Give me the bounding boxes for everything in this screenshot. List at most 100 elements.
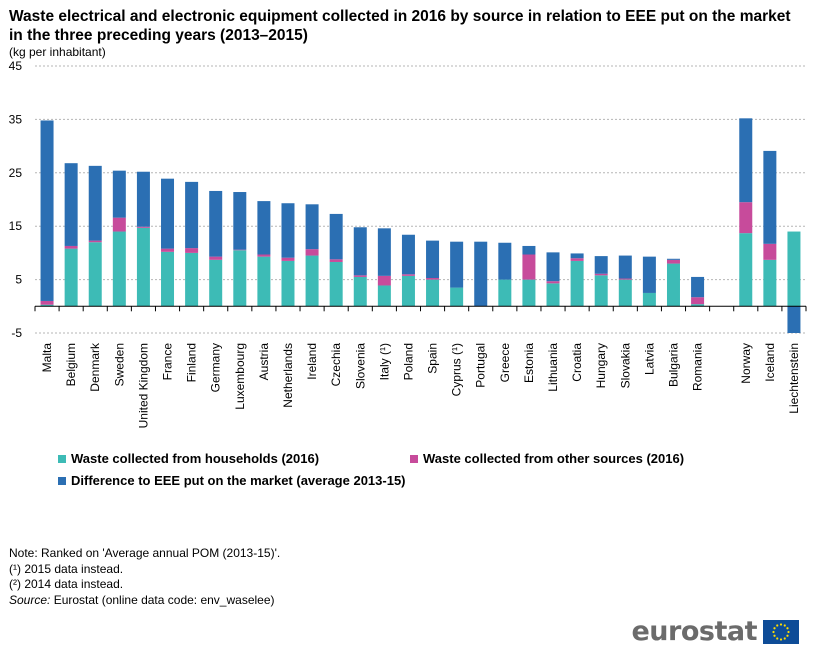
bar-segment	[450, 241, 464, 288]
x-tick-label: Liechtenstein	[787, 343, 801, 414]
bar-segment	[161, 248, 175, 252]
bar-segment	[666, 263, 680, 307]
x-tick-label: Bulgaria	[666, 343, 680, 387]
x-tick-label: Poland	[401, 343, 415, 380]
bar-segment	[88, 242, 102, 307]
x-tick-label: Iceland	[763, 343, 777, 382]
x-tick-label: Lithuania	[546, 343, 560, 392]
bar-segment	[353, 276, 367, 307]
bar-segment	[209, 259, 223, 307]
bar-segment	[112, 170, 126, 218]
bar-segment	[185, 181, 199, 249]
x-tick-label: Belgium	[64, 343, 78, 386]
x-tick-label: Romania	[691, 343, 705, 391]
y-tick-label: 35	[9, 112, 23, 126]
bar-segment	[763, 150, 777, 244]
bar-segment	[257, 201, 271, 255]
bar-segment	[329, 261, 343, 307]
bar-segment	[787, 306, 801, 333]
bar-segment	[161, 178, 175, 249]
x-tick-label: Italy (¹)	[377, 343, 391, 380]
bar-segment	[426, 240, 440, 278]
legend-item-other-sources: Waste collected from other sources (2016…	[410, 451, 684, 466]
bar-segment	[64, 163, 78, 246]
bar-segment	[739, 233, 753, 307]
bar-segment	[64, 245, 78, 249]
x-tick-label: Denmark	[88, 342, 102, 392]
bar-segment	[161, 251, 175, 307]
bar-segment	[281, 257, 295, 261]
bar-segment	[570, 258, 584, 261]
x-tick-label: United Kingdom	[136, 343, 150, 428]
y-tick-label: 25	[9, 166, 23, 180]
note-source: Source: Eurostat (online data code: env_…	[9, 593, 280, 609]
x-tick-label: Hungary	[594, 343, 608, 388]
legend-label-difference: Difference to EEE put on the market (ave…	[71, 473, 406, 488]
x-tick-label: Luxembourg	[233, 343, 247, 410]
bar-segment	[739, 202, 753, 234]
x-tick-label: Sweden	[112, 343, 126, 386]
bar-segment	[546, 252, 560, 282]
x-tick-label: Croatia	[570, 343, 584, 382]
bar-segment	[281, 260, 295, 307]
bar-segment	[546, 281, 560, 284]
bar-segment	[353, 227, 367, 276]
x-tick-label: Estonia	[522, 343, 536, 383]
bar-segment	[281, 203, 295, 258]
bar-segment	[233, 249, 247, 251]
bar-segment	[112, 217, 126, 232]
bar-segment	[570, 253, 584, 259]
bar-segment	[112, 231, 126, 307]
bar-segment	[40, 304, 54, 307]
bar-segment	[377, 275, 391, 286]
bar-segment	[691, 304, 705, 307]
bar-segment	[353, 275, 367, 277]
chart-subtitle: (kg per inhabitant)	[9, 45, 106, 59]
bar-segment	[257, 256, 271, 307]
bar-segment	[474, 241, 488, 307]
bar-segment	[691, 297, 705, 305]
bar-segment	[618, 279, 632, 307]
bar-segment	[377, 285, 391, 307]
chart-notes: Note: Ranked on 'Average annual POM (201…	[9, 546, 280, 608]
legend-swatch-households	[58, 454, 66, 463]
x-tick-label: Portugal	[474, 343, 488, 388]
bar-segment	[522, 245, 536, 255]
note-2015-data: (¹) 2015 data instead.	[9, 561, 124, 576]
bar-segment	[570, 260, 584, 307]
bar-segment	[426, 279, 440, 307]
bar-segment	[401, 274, 415, 276]
legend-item-difference: Difference to EEE put on the market (ave…	[58, 473, 406, 488]
x-tick-label: Finland	[185, 343, 199, 382]
bar-segment	[64, 248, 78, 307]
bar-segment	[401, 275, 415, 307]
source-text: Eurostat (online data code: env_waselee)	[50, 592, 275, 607]
y-tick-label: 5	[15, 273, 22, 287]
bar-segment	[329, 259, 343, 262]
legend-swatch-other-sources	[410, 454, 418, 463]
bar-segment	[522, 279, 536, 307]
legend-label-other-sources: Waste collected from other sources (2016…	[423, 451, 685, 466]
x-tick-label: Slovenia	[353, 343, 367, 389]
bar-segment	[522, 254, 536, 280]
bar-segment	[450, 287, 464, 307]
bar-segment	[594, 273, 608, 276]
y-tick-label: 15	[9, 219, 23, 233]
bar-segment	[88, 165, 102, 241]
bar-segment	[136, 171, 150, 227]
note-2014-data: (²) 2014 data instead.	[9, 577, 124, 591]
bar-segment	[618, 278, 632, 280]
bar-segment	[377, 228, 391, 276]
eurostat-logo[interactable]: eurostat	[631, 616, 799, 647]
bar-segment	[305, 249, 319, 256]
x-tick-label: Czechia	[329, 343, 343, 387]
bar-segment	[329, 213, 343, 260]
bar-segment	[401, 234, 415, 275]
bar-segment	[618, 255, 632, 279]
x-tick-label: Cyprus (¹)	[450, 343, 464, 396]
bar-segment	[40, 120, 54, 301]
y-tick-label: 45	[9, 59, 23, 73]
bar-segment	[40, 300, 54, 305]
x-tick-label: Ireland	[305, 343, 319, 380]
bar-segment	[666, 259, 680, 264]
